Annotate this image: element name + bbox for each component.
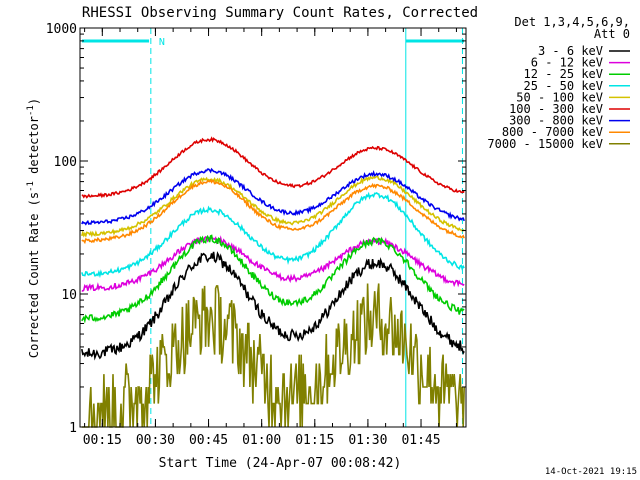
- footer-date: 14-Oct-2021 19:15: [545, 467, 637, 477]
- x-tick-label: 00:15: [83, 433, 122, 448]
- y-axis: 1 10 100 1000: [46, 22, 466, 436]
- legend-label: 50 - 100 keV: [516, 90, 603, 104]
- x-axis-label: Start Time (24-Apr-07 00:08:42): [159, 456, 402, 471]
- series-line: [81, 235, 465, 292]
- series-line: [81, 234, 465, 324]
- series-line: [81, 191, 465, 279]
- x-tick-label: 01:15: [295, 433, 334, 448]
- y-tick-label: 1: [69, 421, 77, 436]
- y-label-sup2: -1: [26, 105, 36, 116]
- legend-label: 7000 - 15000 keV: [487, 137, 603, 151]
- legend-label: 12 - 25 keV: [524, 67, 603, 81]
- y-label-mid: detector: [27, 116, 41, 181]
- orbit-markers: N: [82, 28, 464, 427]
- y-label-main: Corrected Count Rate (s: [27, 192, 41, 358]
- x-tick-label: 00:45: [189, 433, 228, 448]
- legend-label: 3 - 6 keV: [538, 44, 603, 58]
- night-marker-label: N: [159, 37, 165, 48]
- y-tick-label: 100: [54, 155, 77, 170]
- series-line: [81, 136, 465, 199]
- x-tick-label: 01:00: [242, 433, 281, 448]
- chart-title: RHESSI Observing Summary Count Rates, Co…: [82, 5, 478, 21]
- series-lines: [81, 136, 465, 428]
- legend-label: 25 - 50 keV: [524, 79, 603, 93]
- legend-label: 100 - 300 keV: [509, 102, 603, 116]
- series-line: [81, 251, 465, 361]
- y-label-sup1: -1: [26, 181, 36, 192]
- legend-header-line1: Det 1,3,4,5,6,9,: [514, 15, 630, 29]
- series-line: [81, 167, 465, 226]
- y-label-end: ): [27, 98, 41, 105]
- series-line: [81, 283, 465, 428]
- series-line: [81, 178, 465, 245]
- legend-label: 6 - 12 keV: [531, 56, 603, 70]
- y-tick-label: 10: [61, 288, 77, 303]
- x-tick-label: 00:30: [136, 433, 175, 448]
- plot-frame: [79, 27, 467, 428]
- y-tick-label: 1000: [46, 22, 77, 37]
- legend-header-line2: Att 0: [594, 27, 630, 41]
- y-axis-label: Corrected Count Rate (s-1 detector-1): [26, 98, 41, 358]
- x-tick-label: 01:30: [348, 433, 387, 448]
- x-tick-label: 01:45: [401, 433, 440, 448]
- legend-label: 800 - 7000 keV: [502, 125, 603, 139]
- series-line: [81, 175, 465, 238]
- x-axis: 00:15 00:30 00:45 01:00 01:15 01:30 01:45: [83, 28, 457, 448]
- legend-label: 300 - 800 keV: [509, 114, 603, 128]
